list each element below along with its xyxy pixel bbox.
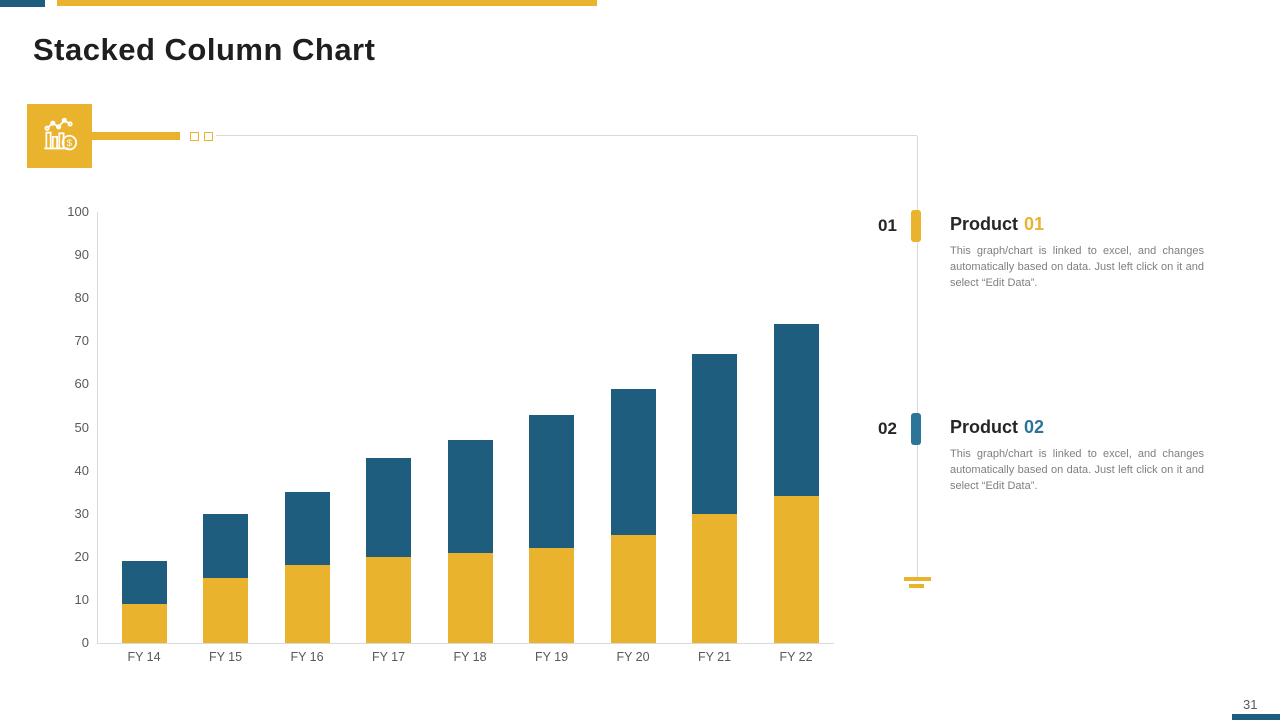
bar-segment-product-02 — [121, 561, 167, 605]
legend-index: 01 — [878, 216, 897, 235]
legend-title-label: Product — [950, 214, 1019, 234]
header-icon-box: $ — [27, 104, 92, 168]
svg-text:$: $ — [66, 138, 72, 148]
y-tick-label: 0 — [81, 635, 89, 650]
top-accent-bar-yellow — [57, 0, 597, 6]
x-axis-label: FY 18 — [453, 650, 487, 664]
line-end-ornament — [904, 577, 931, 581]
top-accent-bar-teal — [0, 0, 45, 7]
bar-fy-17 — [366, 457, 411, 643]
x-axis-label: FY 16 — [290, 650, 324, 664]
legend-description: This graph/chart is linked to excel, and… — [950, 245, 1204, 289]
legend-index: 02 — [878, 419, 897, 438]
connector-horizontal-line — [216, 135, 917, 136]
connector-square-icon — [190, 132, 199, 141]
bar-segment-product-02 — [447, 440, 493, 553]
connector-square-icon — [204, 132, 213, 141]
connector-vertical-line — [917, 136, 918, 577]
plot-area[interactable]: FY 14 FY 15 FY 16 FY 17 FY 18 FY 19 FY 20 FY 21… — [97, 212, 834, 664]
y-tick-label: 10 — [74, 591, 89, 607]
y-tick-label: 70 — [74, 333, 89, 349]
bar-segment-product-01 — [203, 578, 248, 643]
bar-segment-product-02 — [529, 414, 574, 549]
bar-segment-product-01 — [121, 604, 167, 643]
bar-segment-product-01 — [366, 556, 411, 643]
bar-fy-16 — [284, 492, 330, 643]
legend-description: This graph/chart is linked to excel, and… — [950, 448, 1204, 492]
y-tick-label: 60 — [74, 376, 89, 392]
bar-segment-product-02 — [692, 354, 737, 514]
bar-segment-product-01 — [610, 535, 656, 643]
legend-title: Product 01 — [950, 214, 1044, 235]
y-tick-label: 20 — [74, 548, 89, 564]
bar-segment-product-01 — [692, 513, 737, 643]
bar-fy-15 — [203, 513, 248, 643]
bar-segment-product-01 — [284, 565, 330, 643]
x-axis-label: FY 22 — [779, 650, 813, 664]
x-axis-label: FY 15 — [208, 650, 243, 664]
bar-segment-product-01 — [529, 548, 574, 643]
y-tick-label: 90 — [74, 247, 89, 263]
x-axis-label: FY 17 — [371, 650, 406, 664]
y-tick-label: 80 — [74, 290, 89, 306]
legend-item-product-02: 02 Product 02 This graph/chart is linked … — [878, 413, 1208, 533]
bar-fy-20 — [610, 388, 656, 643]
y-axis: 0 10 20 30 40 50 60 70 80 90 100 — [40, 204, 89, 650]
x-axis-label: FY 14 — [127, 650, 161, 664]
bar-segment-product-01 — [773, 496, 819, 643]
legend-item-product-01: 01 Product 01 This graph/chart is linked … — [878, 210, 1208, 330]
footer-accent-bar — [1232, 714, 1280, 720]
bar-fy-14 — [121, 561, 167, 643]
y-tick-label: 30 — [74, 505, 89, 521]
line-end-ornament — [909, 584, 924, 588]
legend-marker-teal — [911, 413, 921, 445]
y-tick-label: 40 — [74, 462, 89, 478]
x-axis-label: FY 21 — [697, 650, 732, 664]
legend-title: Product 02 — [950, 417, 1044, 438]
bar-segment-product-02 — [773, 324, 819, 497]
bar-segment-product-02 — [366, 457, 411, 557]
x-axis-label: FY 19 — [534, 650, 569, 664]
bar-segment-product-01 — [447, 552, 493, 643]
legend-title-number: 02 — [1024, 417, 1045, 437]
page-number: 31 — [1243, 697, 1258, 712]
bar-chart-with-money-icon: $ — [37, 111, 83, 162]
bar-segment-product-02 — [610, 388, 656, 536]
y-tick-label: 100 — [67, 204, 89, 219]
bar-segment-product-02 — [284, 492, 330, 566]
legend-marker-yellow — [911, 210, 921, 242]
bar-fy-21 — [692, 354, 737, 643]
y-tick-label: 50 — [74, 419, 89, 435]
page-title: Stacked Column Chart — [33, 32, 376, 67]
bar-fy-19 — [529, 414, 574, 643]
bar-segment-product-02 — [203, 513, 248, 579]
connector-thick-line — [92, 132, 180, 140]
bar-fy-18 — [447, 440, 493, 643]
bar-fy-22 — [773, 324, 819, 643]
x-axis-label: FY 20 — [616, 650, 650, 664]
legend-title-label: Product — [950, 417, 1019, 437]
legend-title-number: 01 — [1024, 214, 1045, 234]
